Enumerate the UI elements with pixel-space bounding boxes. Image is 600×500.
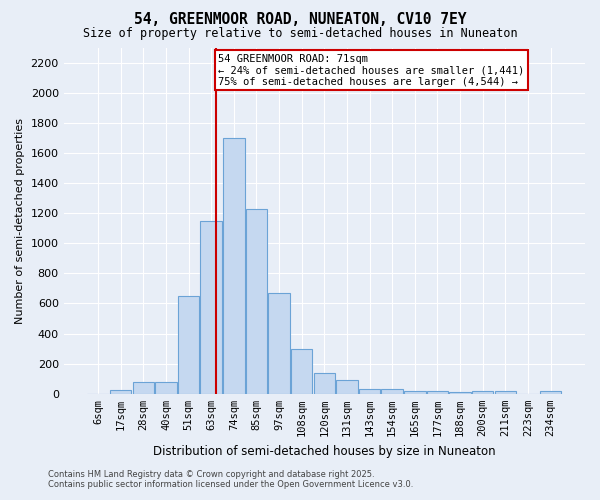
Bar bbox=[540, 391, 562, 394]
Text: Size of property relative to semi-detached houses in Nuneaton: Size of property relative to semi-detach… bbox=[83, 28, 517, 40]
Bar bbox=[336, 380, 358, 394]
Bar bbox=[382, 390, 403, 394]
Bar bbox=[110, 390, 131, 394]
Bar bbox=[494, 391, 516, 394]
Text: 54 GREENMOOR ROAD: 71sqm
← 24% of semi-detached houses are smaller (1,441)
75% o: 54 GREENMOOR ROAD: 71sqm ← 24% of semi-d… bbox=[218, 54, 524, 86]
Bar bbox=[449, 392, 471, 394]
Bar bbox=[291, 348, 313, 394]
Bar bbox=[404, 391, 425, 394]
Bar bbox=[268, 293, 290, 394]
Bar bbox=[472, 391, 493, 394]
Bar bbox=[200, 220, 222, 394]
Bar bbox=[155, 382, 177, 394]
Bar bbox=[246, 208, 267, 394]
Bar bbox=[359, 388, 380, 394]
Bar bbox=[223, 138, 245, 394]
Bar bbox=[178, 296, 199, 394]
Bar bbox=[133, 382, 154, 394]
Text: Contains HM Land Registry data © Crown copyright and database right 2025.
Contai: Contains HM Land Registry data © Crown c… bbox=[48, 470, 413, 489]
Bar bbox=[427, 391, 448, 394]
Bar bbox=[314, 374, 335, 394]
Y-axis label: Number of semi-detached properties: Number of semi-detached properties bbox=[15, 118, 25, 324]
X-axis label: Distribution of semi-detached houses by size in Nuneaton: Distribution of semi-detached houses by … bbox=[153, 444, 496, 458]
Text: 54, GREENMOOR ROAD, NUNEATON, CV10 7EY: 54, GREENMOOR ROAD, NUNEATON, CV10 7EY bbox=[134, 12, 466, 28]
